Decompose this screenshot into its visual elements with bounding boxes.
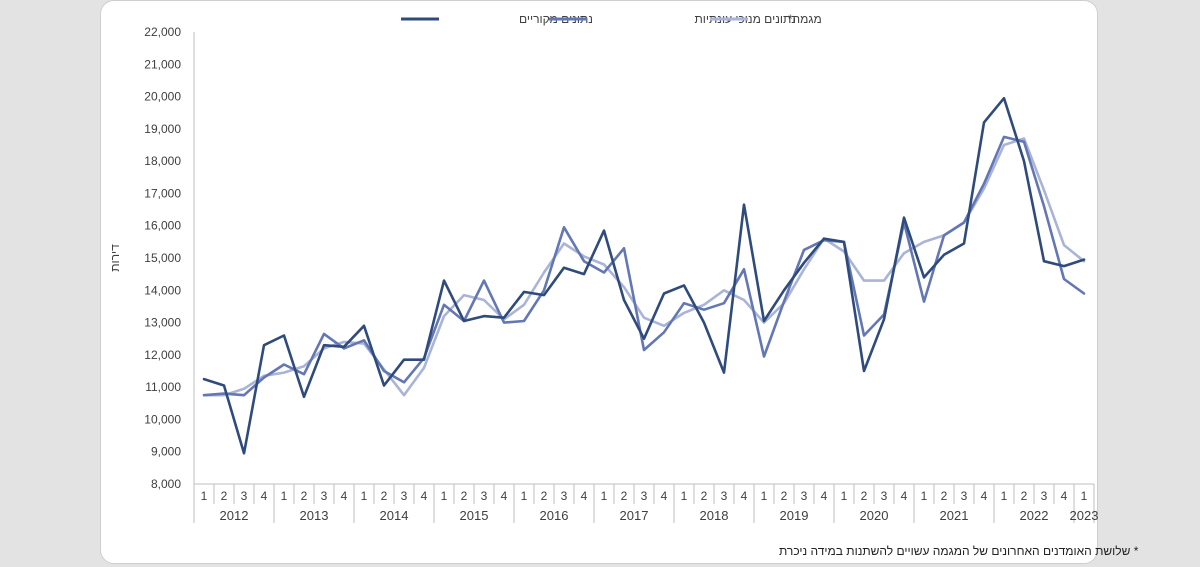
quarter-label: 2 (941, 489, 948, 503)
quarter-label: 2 (861, 489, 868, 503)
quarter-label: 1 (521, 489, 528, 503)
quarter-label: 4 (501, 489, 508, 503)
y-tick-label: 13,000 (144, 316, 181, 330)
y-tick-label: 19,000 (144, 122, 181, 136)
series-lines (202, 96, 1086, 455)
quarter-label: 3 (321, 489, 328, 503)
y-tick-label: 18,000 (144, 154, 181, 168)
quarter-label: 1 (201, 489, 208, 503)
quarter-label: 4 (581, 489, 588, 503)
y-axis-title: דירות (108, 244, 122, 272)
quarter-label: 1 (441, 489, 448, 503)
series-line (202, 137, 1086, 397)
quarter-label: 1 (761, 489, 768, 503)
year-label: 2021 (940, 508, 969, 523)
quarter-label: 1 (921, 489, 928, 503)
quarter-label: 1 (1081, 489, 1088, 503)
legend-label: מגמה* (788, 12, 822, 26)
footnote: * שלושת האומדנים האחרונים של המגמה עשויי… (779, 544, 1139, 558)
year-label: 2014 (380, 508, 409, 523)
year-label: 2012 (220, 508, 249, 523)
quarter-label: 2 (781, 489, 788, 503)
y-tick-label: 22,000 (144, 25, 181, 39)
quarter-label: 3 (961, 489, 968, 503)
quarter-label: 2 (701, 489, 708, 503)
quarter-label: 2 (1021, 489, 1028, 503)
series-line (202, 135, 1086, 397)
quarter-label: 3 (1041, 489, 1048, 503)
quarter-label: 1 (601, 489, 608, 503)
year-label: 2017 (620, 508, 649, 523)
quarter-label: 4 (421, 489, 428, 503)
year-label: 2016 (540, 508, 569, 523)
quarter-label: 2 (541, 489, 548, 503)
quarter-label: 3 (641, 489, 648, 503)
y-tick-label: 21,000 (144, 57, 181, 71)
y-tick-label: 14,000 (144, 283, 181, 297)
y-tick-label: 10,000 (144, 412, 181, 426)
quarter-label: 2 (381, 489, 388, 503)
quarter-label: 3 (721, 489, 728, 503)
quarter-label: 1 (841, 489, 848, 503)
y-tick-label: 12,000 (144, 348, 181, 362)
y-tick-label: 17,000 (144, 186, 181, 200)
quarter-label: 4 (661, 489, 668, 503)
quarter-label: 1 (281, 489, 288, 503)
axes: 8,000 9,000 10,000 11,000 12,000 13,000 14,000… (108, 25, 1098, 523)
quarter-label: 3 (801, 489, 808, 503)
quarter-label: 4 (741, 489, 748, 503)
year-label: 2015 (460, 508, 489, 523)
year-label: 2018 (700, 508, 729, 523)
line-chart: נתונים מקוריים נתונים מנוכי עונתיותמגמה* … (108, 12, 1098, 523)
quarter-label: 3 (401, 489, 408, 503)
quarter-label: 3 (561, 489, 568, 503)
quarter-label: 1 (1001, 489, 1008, 503)
chart-card: נתונים מקוריים נתונים מנוכי עונתיות מגמה* … (100, 0, 1138, 564)
quarter-label: 1 (361, 489, 368, 503)
quarter-label: 2 (301, 489, 308, 503)
quarter-label: 3 (481, 489, 488, 503)
quarter-label: 3 (881, 489, 888, 503)
y-tick-label: 8,000 (151, 477, 181, 491)
year-label: 2019 (780, 508, 809, 523)
quarter-label: 4 (341, 489, 348, 503)
y-tick-label: 11,000 (145, 380, 181, 394)
series-line (202, 96, 1086, 455)
year-label: 2013 (300, 508, 329, 523)
year-label: 2020 (860, 508, 889, 523)
quarter-label: 4 (1061, 489, 1068, 503)
quarter-label: 2 (221, 489, 228, 503)
quarter-label: 2 (621, 489, 628, 503)
quarter-label: 3 (241, 489, 248, 503)
quarter-label: 4 (261, 489, 268, 503)
quarter-label: 1 (681, 489, 688, 503)
y-tick-label: 20,000 (144, 90, 181, 104)
y-tick-label: 16,000 (144, 219, 181, 233)
quarter-label: 2 (461, 489, 468, 503)
quarter-label: 4 (901, 489, 908, 503)
year-label: 2022 (1020, 508, 1049, 523)
quarter-label: 4 (821, 489, 828, 503)
year-label: 2023 (1070, 508, 1099, 523)
y-tick-label: 9,000 (151, 445, 181, 459)
quarter-label: 4 (981, 489, 988, 503)
y-tick-label: 15,000 (144, 251, 181, 265)
